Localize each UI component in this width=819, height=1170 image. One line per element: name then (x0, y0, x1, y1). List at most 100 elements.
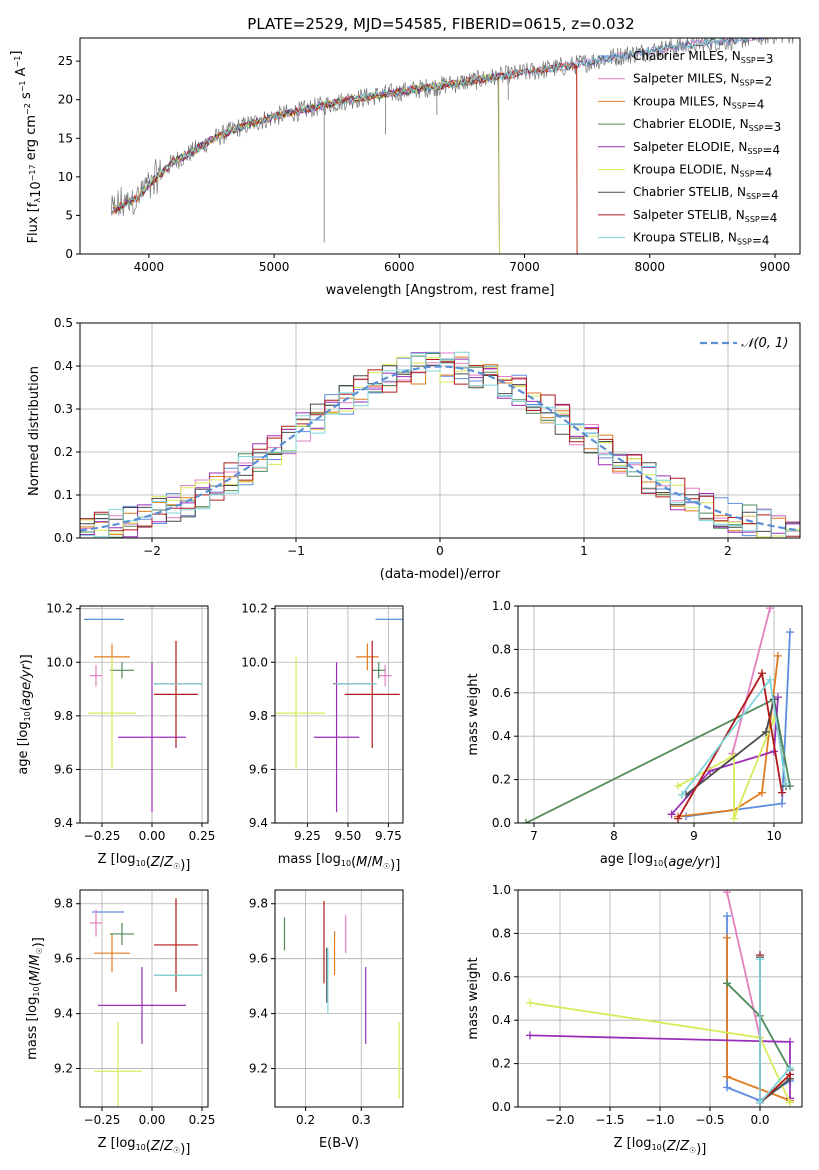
x-axis-label-ebv: E(B-V) (319, 1136, 359, 1151)
weight-vs-Z-frame: −2.0 −1.5 −1.0 −0.5 0.0 0.0 0.2 0.4 0.6 0.8 1.0 Z [… (466, 883, 803, 1157)
label-part: )] (180, 1142, 190, 1157)
x-tick-label: 1 (580, 544, 588, 558)
weight-marker-kroupa-elodie (786, 1098, 794, 1107)
legend-label-kroupa-elodie: Kroupa ELODIE, NSSP=4 (633, 163, 772, 180)
label-part: Z (679, 1139, 690, 1154)
mass-vs-ebv-axes (275, 890, 403, 1107)
label-part: ☉ (383, 862, 390, 871)
label-part: / (160, 1139, 165, 1154)
y-tick-label: 0.3 (54, 402, 73, 416)
x-tick-label: 9.75 (375, 829, 402, 843)
label-part: SSP (740, 170, 755, 179)
x-tick-label: −2.0 (545, 1113, 574, 1127)
label-part: ( (351, 855, 356, 870)
label-part: 10 (341, 859, 351, 868)
label-part: Z [log (98, 1136, 136, 1151)
label-part: )] (696, 1142, 706, 1157)
y-tick-label: 1.0 (492, 883, 511, 897)
weight-line-salpeter-miles (726, 892, 761, 1038)
label-part: age [log (600, 852, 653, 867)
label-part: Chabrier ELODIE, N (633, 117, 749, 131)
weight-marker-salpeter-elodie (786, 1037, 794, 1046)
y-tick-label: 25 (58, 54, 73, 68)
weight-marker-chabrier-miles (786, 628, 794, 637)
weight-line-salpeter-elodie (670, 697, 779, 815)
label-part: Z [log (98, 852, 136, 867)
x-tick-label: 6000 (384, 260, 415, 274)
age-vs-Z-axes (80, 606, 208, 824)
histogram-kroupa-stelib (80, 351, 800, 538)
x-tick-label: 10 (766, 829, 781, 843)
label-part: / (676, 1139, 681, 1154)
y-tick-label: 0.0 (54, 531, 73, 545)
y-tick-label: 0 (65, 247, 73, 261)
weight-marker-kroupa-stelib (766, 675, 774, 684)
label-part: )] (31, 937, 46, 947)
label-part: 10 (136, 859, 146, 868)
age-vs-Z-frame: −0.25 0.00 0.259.49.69.810.010.2Z [log10(Z… (16, 602, 215, 873)
label-part: ] (9, 51, 24, 56)
weight-marker-salpeter-miles (766, 606, 774, 613)
x-tick-label: 2 (724, 544, 732, 558)
weight-marker-chabrier-elodie (723, 979, 731, 988)
y-tick-label: 9.8 (249, 897, 268, 911)
label-part: A (14, 67, 29, 80)
weight-marker-kroupa-stelib (756, 1098, 764, 1107)
axes-frame (79, 889, 209, 1108)
label-part: =2 (755, 75, 773, 89)
x-tick-label: 0.00 (139, 829, 166, 843)
weight-vs-Z-plot-area (526, 890, 794, 1107)
label-part: mass [log (25, 997, 40, 1060)
x-tick-label: −0.25 (84, 829, 121, 843)
weight-marker-chabrier-miles (723, 912, 731, 921)
label-part: ☉ (173, 862, 180, 871)
label-part: SSP (740, 79, 755, 88)
y-tick-label: 9.4 (54, 816, 73, 830)
weight-marker-kroupa-stelib (678, 790, 686, 799)
residual-hist-plot-area (80, 351, 800, 538)
histogram-x-axis-label: (data-model)/error (380, 567, 501, 582)
label-part: =3 (764, 120, 782, 134)
label-part: SSP (749, 124, 764, 133)
label-part: Salpeter MILES, N (633, 72, 740, 86)
axes-frame (274, 605, 404, 824)
legend-label-gaussian: 𝒩(0, 1) (741, 336, 788, 351)
weight-marker-kroupa-elodie (674, 782, 682, 791)
gaussian-curve (80, 365, 800, 532)
label-part: =4 (755, 166, 773, 180)
y-tick-label: 9.8 (54, 897, 73, 911)
weight-marker-chabrier-miles (723, 1083, 731, 1092)
weight-vs-age-plot-area (522, 606, 794, 823)
x-tick-label: 8000 (634, 260, 665, 274)
weight-marker-kroupa-miles (758, 788, 766, 797)
label-part: =4 (760, 211, 778, 225)
age-vs-mass-axes (275, 606, 403, 824)
y-tick-label: 0.1 (54, 488, 73, 502)
weight-marker-kroupa-stelib (782, 779, 790, 788)
axes-frame (517, 605, 803, 824)
spectrum-frame: 4000 5000 6000 7000 8000 9000 0 5 10 15 20 25 wavele… (9, 37, 801, 298)
label-part: M (28, 970, 43, 981)
weight-marker-kroupa-miles (723, 933, 731, 942)
label-part: Chabrier STELIB, N (633, 185, 746, 199)
label-part: ( (19, 706, 34, 711)
weight-marker-salpeter-stelib (758, 669, 766, 678)
weight-marker-kroupa-elodie (730, 814, 738, 823)
weight-marker-salpeter-elodie (526, 1031, 534, 1040)
x-tick-label: 9000 (760, 260, 791, 274)
x-tick-label: 5000 (259, 260, 290, 274)
label-part: Flux [f (26, 202, 41, 243)
y-tick-label: 0.4 (492, 729, 511, 743)
spectrum-y-axis-label: Flux [fλ10−17 erg cm−2 s−1 A−1] (9, 51, 44, 244)
spectrum-x-axis-label: wavelength [Angstrom, rest frame] (326, 283, 555, 298)
label-part: age/yr (668, 855, 711, 870)
y-tick-label: 10.0 (241, 655, 268, 669)
label-part: Salpeter STELIB, N (633, 208, 745, 222)
label-part: −17 (28, 164, 37, 181)
label-part: −1 (18, 80, 27, 92)
y-tick-label: 9.4 (249, 1007, 268, 1021)
label-part: SSP (747, 147, 762, 156)
legend-label-salpeter-miles: Salpeter MILES, NSSP=2 (633, 72, 772, 89)
label-part: Kroupa STELIB, N (633, 231, 737, 245)
label-part: SSP (741, 56, 756, 65)
